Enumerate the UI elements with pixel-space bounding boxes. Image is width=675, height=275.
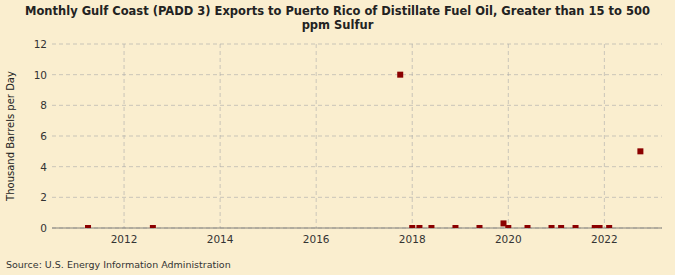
x-grid-line [316,44,317,228]
chart: Monthly Gulf Coast (PADD 3) Exports to P… [0,0,675,275]
y-grid-line [52,105,662,106]
point [606,225,612,228]
y-axis-label: Thousand Barrels per Day [5,71,16,202]
point [573,225,579,228]
point [505,225,511,228]
y-tick-label: 12 [34,38,47,50]
y-tick-label: 10 [34,69,47,81]
x-axis-line [52,228,662,229]
point [476,225,482,228]
y-grid-line [52,228,662,229]
title: Monthly Gulf Coast (PADD 3) Exports to P… [25,4,650,32]
y-tick-label: 8 [40,99,47,111]
x-tick-label: 2014 [207,233,234,245]
y-grid-line [52,166,662,167]
point [416,225,422,228]
x-tick-label: 2012 [111,233,138,245]
point [452,225,458,228]
point [558,225,564,228]
x-tick-label: 2016 [303,233,330,245]
x-grid-line [124,44,125,228]
x-tick-label: 2020 [495,233,522,245]
point [549,225,555,228]
source: Source: U.S. Energy Information Administ… [6,259,231,270]
point [150,225,156,228]
point [85,225,91,228]
x-tick-label: 2022 [591,233,618,245]
title-line: Monthly Gulf Coast (PADD 3) Exports to P… [25,4,650,18]
background [0,0,675,275]
point [637,148,643,154]
x-tick-label: 2018 [399,233,426,245]
y-tick-label: 6 [40,130,47,142]
y-grid-line [52,74,662,75]
point [409,225,415,228]
y-tick-label: 4 [40,161,47,173]
y-tick-label: 0 [40,222,47,234]
x-grid-line [604,44,605,228]
point [525,225,531,228]
y-grid-line [52,44,662,45]
y-grid-line [52,136,662,137]
y-grid-line [52,197,662,198]
title-line: ppm Sulfur [302,18,374,32]
x-grid-line [412,44,413,228]
points [85,72,643,228]
x-grid-line [508,44,509,228]
point [428,225,434,228]
point [397,72,403,78]
grid [52,44,662,228]
y-tick-label: 2 [40,191,47,203]
point [597,225,603,228]
x-grid-line [220,44,221,228]
